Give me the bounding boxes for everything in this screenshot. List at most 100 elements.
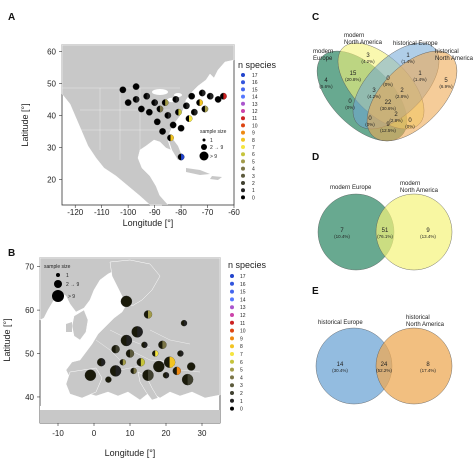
b-legend-swatch <box>230 297 234 302</box>
b-legend-label: 8 <box>240 344 243 350</box>
venn-d-pct: (13.4%) <box>420 234 436 239</box>
panel-a-size-3: > 9 <box>210 154 217 160</box>
b-legend-swatch <box>230 398 234 403</box>
map-a-point <box>159 128 166 135</box>
b-y-tick-label: 50 <box>25 350 34 359</box>
panel-a-points <box>119 83 227 161</box>
a-legend-swatch <box>241 152 245 157</box>
panel-b-label: B <box>8 248 15 259</box>
b-y-tick-label: 40 <box>25 393 34 402</box>
a-y-tick-label: 50 <box>47 79 56 88</box>
map-b-point-fill <box>130 349 134 358</box>
map-a-point-fill <box>146 93 150 100</box>
map-b-point-fill <box>140 358 145 367</box>
b-legend-swatch <box>230 281 234 286</box>
venn-c-value: 0 <box>386 76 390 82</box>
a-legend-swatch <box>241 73 245 77</box>
a-legend-label: 14 <box>252 95 258 101</box>
map-a-point-fill <box>181 153 185 161</box>
venn-e-set-1: historical Europe <box>318 320 363 326</box>
a-legend-label: 5 <box>252 159 255 165</box>
venn-e-pct: (17.4%) <box>420 368 436 373</box>
venn-c-pct: (2.8%) <box>389 118 403 123</box>
size-legend-dot-large <box>199 151 209 161</box>
panel-b-size-legend: sample size 1 2 → 9 > 9 <box>44 264 80 302</box>
map-b-point-fill <box>122 359 126 366</box>
panel-a-x-axis: -120 -110 -100 -90 -80 -70 -60 Longitude [°] <box>67 205 240 228</box>
map-b-point-fill <box>180 350 184 357</box>
a-legend-swatch <box>241 94 245 99</box>
b-x-tick-label: 30 <box>198 429 207 438</box>
panel-b-size-2: 2 → 9 <box>66 282 80 288</box>
a-legend-swatch <box>241 101 245 106</box>
a-legend-swatch <box>241 188 245 193</box>
b-legend-swatch <box>230 320 234 325</box>
map-a-point <box>153 118 161 126</box>
a-legend-label: 11 <box>252 116 257 122</box>
map-b-point-fill <box>187 374 194 386</box>
venn-e-values: 14(30.4%) 24(52.2%) 8(17.4%) <box>332 362 436 373</box>
panel-b-size-3: > 9 <box>68 294 75 300</box>
b-legend-swatch <box>230 406 234 411</box>
panel-b-ylabel: Latitude [°] <box>2 318 12 361</box>
b-legend-swatch <box>230 375 234 380</box>
venn-c-value: 2 <box>394 112 398 118</box>
b-legend-label: 6 <box>240 360 243 366</box>
size-legend-dot-small <box>202 138 206 142</box>
panel-b-y-axis: 40 50 60 70 Latitude [°] <box>2 263 40 402</box>
venn-c-pct: (4.2%) <box>361 59 375 64</box>
venn-e-value: 14 <box>337 362 344 368</box>
map-b-point-fill <box>184 320 187 327</box>
panel-b-map <box>39 257 221 424</box>
venn-c-historical-north-america <box>366 50 458 142</box>
venn-e-pct: (30.4%) <box>332 368 348 373</box>
venn-d-value: 7 <box>340 228 344 234</box>
venn-d-set-2-line2: North America <box>400 188 439 194</box>
b-legend-label: 16 <box>240 282 246 288</box>
venn-c-value: 22 <box>385 100 392 106</box>
a-legend-swatch <box>241 130 245 135</box>
venn-e-pct: (52.2%) <box>376 368 392 373</box>
venn-c-pct: (6.9%) <box>439 84 453 89</box>
map-b-point <box>187 362 196 371</box>
venn-d-value: 51 <box>382 228 389 234</box>
venn-c-set-2-line2: North America <box>344 40 383 46</box>
map-b-point-fill <box>169 356 176 368</box>
a-legend-swatch <box>241 80 245 85</box>
map-b-point-fill <box>137 326 143 338</box>
map-a-point-fill <box>178 109 182 116</box>
venn-c-pct: (20.8%) <box>345 77 361 82</box>
venn-c-value: 0 <box>348 99 352 105</box>
a-x-tick-label: -60 <box>228 208 240 217</box>
venn-d-value: 9 <box>426 228 430 234</box>
panel-b-xlabel: Longitude [°] <box>105 448 156 458</box>
size-legend-dot-medium <box>201 144 207 150</box>
a-legend-swatch <box>241 181 245 185</box>
venn-c-pct: (0%) <box>365 122 375 127</box>
a-x-tick-label: -90 <box>149 208 161 217</box>
venn-c-values: 4(5.6%)3(4.2%)1(1.4%)5(6.9%)15(20.8%)0(0… <box>319 53 453 133</box>
b-y-tick-label: 60 <box>25 306 34 315</box>
map-a-point-fill <box>170 134 174 141</box>
map-a-point-fill <box>186 102 190 109</box>
venn-c-pct: (0%) <box>405 124 415 129</box>
map-a-point-fill <box>202 89 206 97</box>
map-a-point <box>145 108 153 116</box>
map-a-point-fill <box>204 105 209 113</box>
map-a-point-fill <box>194 109 198 116</box>
venn-c-set-1-line1: modern <box>313 49 333 55</box>
venn-c-pct: (1.4%) <box>401 59 415 64</box>
venn-c-value: 0 <box>368 116 372 122</box>
b-legend-label: 11 <box>240 321 245 327</box>
venn-d-pct: (76.1%) <box>377 234 393 239</box>
venn-e-value: 8 <box>426 362 430 368</box>
venn-e-set-2-line2: North America <box>406 322 445 328</box>
venn-c-pct: (1.4%) <box>413 77 427 82</box>
b-legend-swatch <box>230 391 234 395</box>
map-b-point <box>105 376 112 383</box>
venn-e-set-2-line1: historical <box>406 315 430 321</box>
venn-c-value: 15 <box>350 71 357 77</box>
map-b-point <box>120 295 133 308</box>
venn-c-value: 1 <box>406 53 410 59</box>
b-legend-label: 1 <box>240 399 243 405</box>
